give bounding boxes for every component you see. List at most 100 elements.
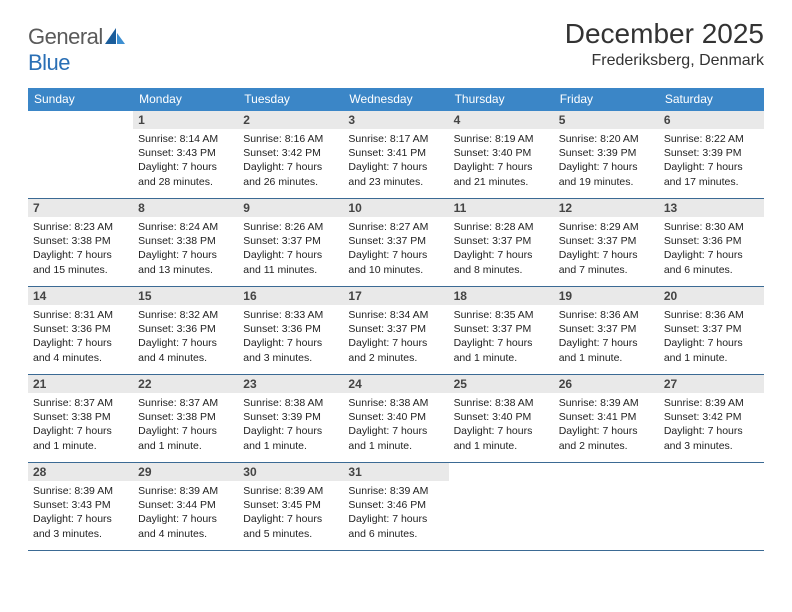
- sunset-label: Sunset: 3:43 PM: [138, 146, 233, 160]
- sunrise-label: Sunrise: 8:39 AM: [348, 484, 443, 498]
- calendar-cell: 2Sunrise: 8:16 AMSunset: 3:42 PMDaylight…: [238, 111, 343, 199]
- day-info: Sunrise: 8:39 AMSunset: 3:43 PMDaylight:…: [28, 481, 133, 547]
- sunrise-label: Sunrise: 8:38 AM: [348, 396, 443, 410]
- day-info: Sunrise: 8:37 AMSunset: 3:38 PMDaylight:…: [28, 393, 133, 459]
- calendar-cell: 8Sunrise: 8:24 AMSunset: 3:38 PMDaylight…: [133, 199, 238, 287]
- sunset-label: Sunset: 3:44 PM: [138, 498, 233, 512]
- calendar-cell: [449, 463, 554, 551]
- calendar-cell: 10Sunrise: 8:27 AMSunset: 3:37 PMDayligh…: [343, 199, 448, 287]
- calendar-cell: 4Sunrise: 8:19 AMSunset: 3:40 PMDaylight…: [449, 111, 554, 199]
- calendar-cell: 20Sunrise: 8:36 AMSunset: 3:37 PMDayligh…: [659, 287, 764, 375]
- daylight-label: Daylight: 7 hours and 2 minutes.: [348, 336, 443, 364]
- sunset-label: Sunset: 3:36 PM: [664, 234, 759, 248]
- sunset-label: Sunset: 3:41 PM: [348, 146, 443, 160]
- sunset-label: Sunset: 3:37 PM: [454, 234, 549, 248]
- day-number: 29: [133, 463, 238, 481]
- sunset-label: Sunset: 3:40 PM: [454, 410, 549, 424]
- sunrise-label: Sunrise: 8:27 AM: [348, 220, 443, 234]
- sunrise-label: Sunrise: 8:37 AM: [138, 396, 233, 410]
- daylight-label: Daylight: 7 hours and 5 minutes.: [243, 512, 338, 540]
- calendar-row: 14Sunrise: 8:31 AMSunset: 3:36 PMDayligh…: [28, 287, 764, 375]
- daylight-label: Daylight: 7 hours and 7 minutes.: [559, 248, 654, 276]
- sunrise-label: Sunrise: 8:19 AM: [454, 132, 549, 146]
- day-info: [449, 481, 554, 490]
- day-number: 7: [28, 199, 133, 217]
- daylight-label: Daylight: 7 hours and 28 minutes.: [138, 160, 233, 188]
- day-info: Sunrise: 8:37 AMSunset: 3:38 PMDaylight:…: [133, 393, 238, 459]
- day-number: 16: [238, 287, 343, 305]
- daylight-label: Daylight: 7 hours and 1 minute.: [664, 336, 759, 364]
- header: GeneralBlue December 2025 Frederiksberg,…: [28, 18, 764, 76]
- day-number: 21: [28, 375, 133, 393]
- calendar-cell: 22Sunrise: 8:37 AMSunset: 3:38 PMDayligh…: [133, 375, 238, 463]
- sunrise-label: Sunrise: 8:23 AM: [33, 220, 128, 234]
- calendar-cell: 29Sunrise: 8:39 AMSunset: 3:44 PMDayligh…: [133, 463, 238, 551]
- day-number: 27: [659, 375, 764, 393]
- calendar-cell: 24Sunrise: 8:38 AMSunset: 3:40 PMDayligh…: [343, 375, 448, 463]
- calendar-cell: 7Sunrise: 8:23 AMSunset: 3:38 PMDaylight…: [28, 199, 133, 287]
- sunset-label: Sunset: 3:36 PM: [138, 322, 233, 336]
- calendar-cell: 11Sunrise: 8:28 AMSunset: 3:37 PMDayligh…: [449, 199, 554, 287]
- day-info: Sunrise: 8:31 AMSunset: 3:36 PMDaylight:…: [28, 305, 133, 371]
- daylight-label: Daylight: 7 hours and 11 minutes.: [243, 248, 338, 276]
- day-info: Sunrise: 8:26 AMSunset: 3:37 PMDaylight:…: [238, 217, 343, 283]
- calendar-cell: 21Sunrise: 8:37 AMSunset: 3:38 PMDayligh…: [28, 375, 133, 463]
- daylight-label: Daylight: 7 hours and 1 minute.: [243, 424, 338, 452]
- day-number: 20: [659, 287, 764, 305]
- calendar-cell: 25Sunrise: 8:38 AMSunset: 3:40 PMDayligh…: [449, 375, 554, 463]
- daylight-label: Daylight: 7 hours and 26 minutes.: [243, 160, 338, 188]
- day-info: Sunrise: 8:14 AMSunset: 3:43 PMDaylight:…: [133, 129, 238, 195]
- sunrise-label: Sunrise: 8:31 AM: [33, 308, 128, 322]
- day-number: 22: [133, 375, 238, 393]
- calendar-cell: 14Sunrise: 8:31 AMSunset: 3:36 PMDayligh…: [28, 287, 133, 375]
- brand-text: GeneralBlue: [28, 24, 125, 76]
- daylight-label: Daylight: 7 hours and 1 minute.: [138, 424, 233, 452]
- location-label: Frederiksberg, Denmark: [565, 52, 764, 70]
- calendar-header-row: Sunday Monday Tuesday Wednesday Thursday…: [28, 88, 764, 111]
- day-info: [28, 129, 133, 138]
- calendar-cell: 9Sunrise: 8:26 AMSunset: 3:37 PMDaylight…: [238, 199, 343, 287]
- weekday-header: Tuesday: [238, 88, 343, 111]
- calendar-cell: 16Sunrise: 8:33 AMSunset: 3:36 PMDayligh…: [238, 287, 343, 375]
- page-root: GeneralBlue December 2025 Frederiksberg,…: [0, 0, 792, 569]
- calendar-cell: 17Sunrise: 8:34 AMSunset: 3:37 PMDayligh…: [343, 287, 448, 375]
- calendar-cell: [28, 111, 133, 199]
- sunrise-label: Sunrise: 8:38 AM: [243, 396, 338, 410]
- day-info: Sunrise: 8:19 AMSunset: 3:40 PMDaylight:…: [449, 129, 554, 195]
- daylight-label: Daylight: 7 hours and 19 minutes.: [559, 160, 654, 188]
- calendar-cell: 5Sunrise: 8:20 AMSunset: 3:39 PMDaylight…: [554, 111, 659, 199]
- calendar-cell: 15Sunrise: 8:32 AMSunset: 3:36 PMDayligh…: [133, 287, 238, 375]
- daylight-label: Daylight: 7 hours and 4 minutes.: [33, 336, 128, 364]
- sunrise-label: Sunrise: 8:36 AM: [559, 308, 654, 322]
- sunrise-label: Sunrise: 8:39 AM: [559, 396, 654, 410]
- calendar-cell: 1Sunrise: 8:14 AMSunset: 3:43 PMDaylight…: [133, 111, 238, 199]
- sunrise-label: Sunrise: 8:39 AM: [138, 484, 233, 498]
- sunset-label: Sunset: 3:37 PM: [454, 322, 549, 336]
- day-info: Sunrise: 8:23 AMSunset: 3:38 PMDaylight:…: [28, 217, 133, 283]
- sunset-label: Sunset: 3:42 PM: [243, 146, 338, 160]
- day-number: 2: [238, 111, 343, 129]
- daylight-label: Daylight: 7 hours and 1 minute.: [348, 424, 443, 452]
- day-number: [28, 111, 133, 129]
- sunrise-label: Sunrise: 8:24 AM: [138, 220, 233, 234]
- day-number: [659, 463, 764, 481]
- day-number: 9: [238, 199, 343, 217]
- day-info: Sunrise: 8:38 AMSunset: 3:40 PMDaylight:…: [449, 393, 554, 459]
- daylight-label: Daylight: 7 hours and 1 minute.: [454, 424, 549, 452]
- sunset-label: Sunset: 3:39 PM: [243, 410, 338, 424]
- calendar-row: 21Sunrise: 8:37 AMSunset: 3:38 PMDayligh…: [28, 375, 764, 463]
- calendar-cell: 31Sunrise: 8:39 AMSunset: 3:46 PMDayligh…: [343, 463, 448, 551]
- day-number: 10: [343, 199, 448, 217]
- day-info: Sunrise: 8:27 AMSunset: 3:37 PMDaylight:…: [343, 217, 448, 283]
- sunrise-label: Sunrise: 8:33 AM: [243, 308, 338, 322]
- day-info: Sunrise: 8:38 AMSunset: 3:40 PMDaylight:…: [343, 393, 448, 459]
- brand-part1: General: [28, 24, 103, 49]
- calendar-body: 1Sunrise: 8:14 AMSunset: 3:43 PMDaylight…: [28, 111, 764, 551]
- calendar-cell: 3Sunrise: 8:17 AMSunset: 3:41 PMDaylight…: [343, 111, 448, 199]
- sail-icon: [105, 24, 125, 50]
- daylight-label: Daylight: 7 hours and 8 minutes.: [454, 248, 549, 276]
- day-info: Sunrise: 8:39 AMSunset: 3:44 PMDaylight:…: [133, 481, 238, 547]
- day-info: Sunrise: 8:34 AMSunset: 3:37 PMDaylight:…: [343, 305, 448, 371]
- calendar-cell: 13Sunrise: 8:30 AMSunset: 3:36 PMDayligh…: [659, 199, 764, 287]
- sunset-label: Sunset: 3:39 PM: [559, 146, 654, 160]
